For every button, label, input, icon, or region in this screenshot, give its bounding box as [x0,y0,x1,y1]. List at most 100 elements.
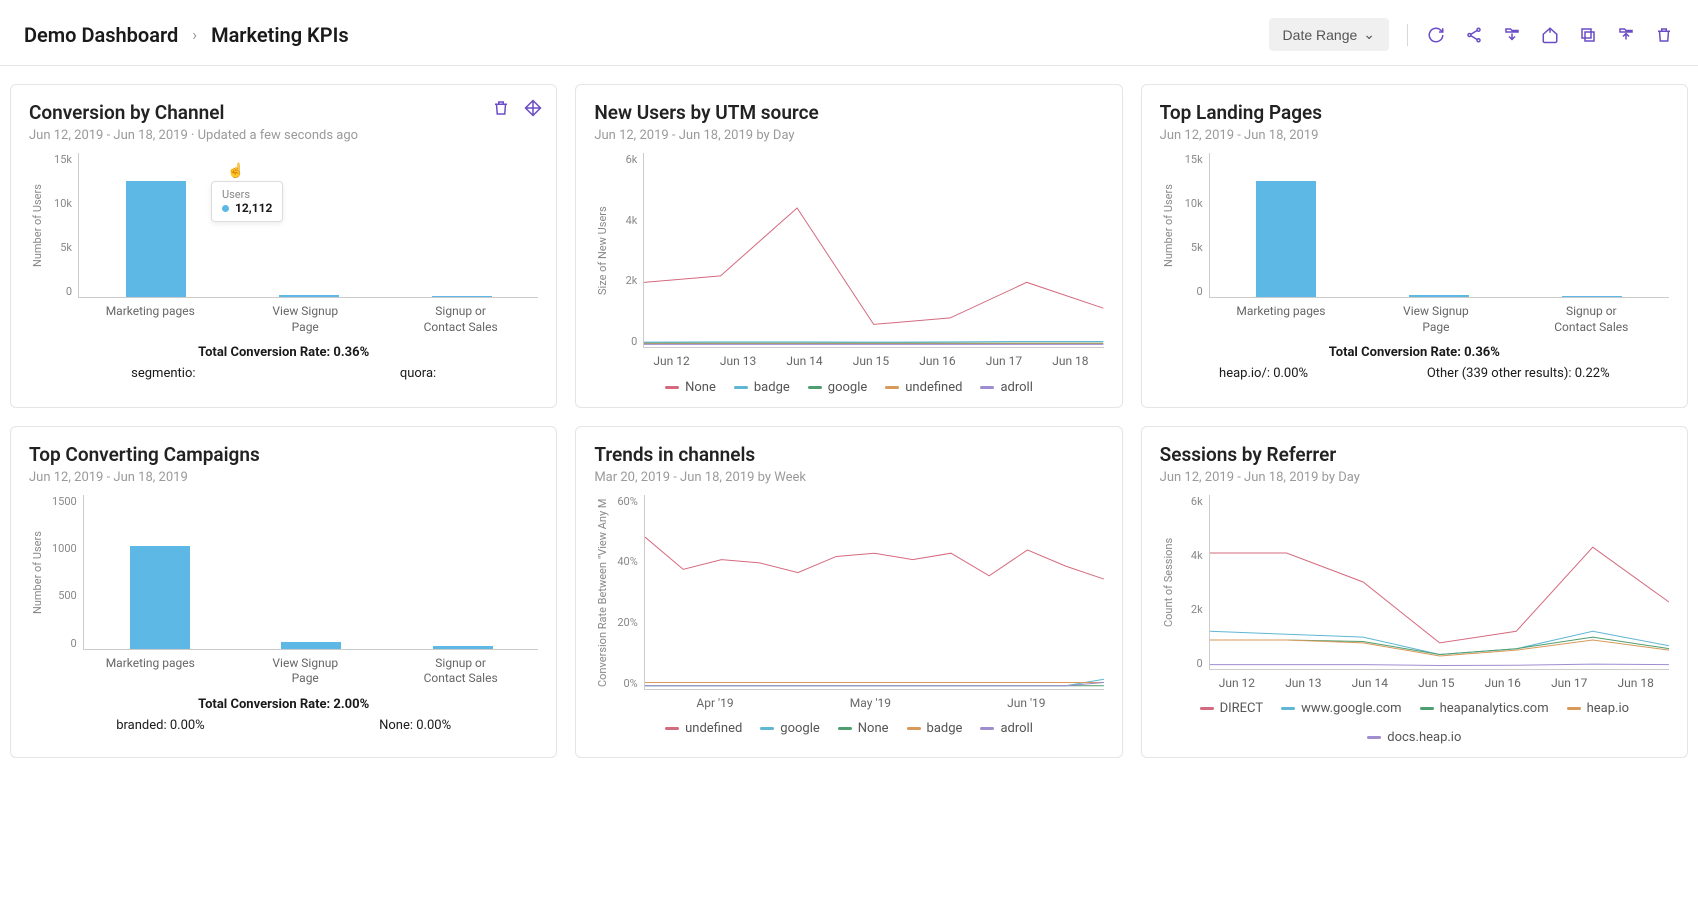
card-move-icon[interactable] [524,99,542,117]
legend-item[interactable]: google [760,721,819,736]
date-range-label: Date Range [1283,27,1358,43]
legend-item[interactable]: heap.io [1567,701,1629,716]
legend-label: heapanalytics.com [1440,701,1549,716]
legend-item[interactable]: adroll [980,721,1032,736]
y-ticks: 150010005000 [46,495,83,650]
legend-label: None [858,721,889,736]
legend-item[interactable]: google [808,380,867,395]
bar-plot [83,495,539,650]
footer-left: branded: 0.00% [116,718,205,733]
home-icon[interactable] [1540,25,1560,45]
breadcrumb-root[interactable]: Demo Dashboard [24,23,178,47]
tooltip-label: Users [222,188,272,201]
tooltip-value: 12,112 [235,201,272,215]
legend-item[interactable]: heapanalytics.com [1420,701,1549,716]
legend-swatch-icon [838,727,852,730]
legend-item[interactable]: docs.heap.io [1367,730,1461,745]
card-title: Sessions by Referrer [1160,443,1669,466]
footer-right: Other (339 other results): 0.22% [1427,366,1610,381]
card-conversion: Conversion by Channel Jun 12, 2019 - Jun… [10,84,557,408]
copy-icon[interactable] [1578,25,1598,45]
y-axis-label: Conversion Rate Between "View Any M [594,495,611,690]
card-subtitle: Jun 12, 2019 - Jun 18, 2019 by Day [594,128,1103,143]
y-ticks: 60%40%20%0% [611,495,643,690]
legend-label: badge [927,721,963,736]
legend-item[interactable]: undefined [665,721,742,736]
footer-right: None: 0.00% [379,718,451,733]
card-landing: Top Landing Pages Jun 12, 2019 - Jun 18,… [1141,84,1688,408]
bar[interactable] [281,642,341,648]
legend-item[interactable]: badge [907,721,963,736]
x-labels: Marketing pagesView Signup PageSignup or… [73,304,538,335]
bar[interactable] [432,296,492,297]
refresh-icon[interactable] [1426,25,1446,45]
legend-item[interactable]: www.google.com [1281,701,1401,716]
export-icon[interactable] [1616,25,1636,45]
legend-swatch-icon [980,727,994,730]
legend-label: docs.heap.io [1387,730,1461,745]
card-subtitle: Mar 20, 2019 - Jun 18, 2019 by Week [594,470,1103,485]
legend-swatch-icon [1567,707,1581,710]
legend-label: badge [754,380,790,395]
card-title: Conversion by Channel [29,101,538,124]
legend-swatch-icon [665,727,679,730]
date-range-button[interactable]: Date Range ⌄ [1269,18,1389,51]
legend-item[interactable]: None [665,380,716,395]
import-icon[interactable] [1502,25,1522,45]
y-axis-label: Number of Users [1160,153,1177,298]
y-ticks: 6k4k2k0 [1177,495,1209,670]
card-title: Top Landing Pages [1160,101,1669,124]
footer-right: quora: [400,366,436,381]
legend: DIRECT www.google.com heapanalytics.com hea… [1160,701,1669,745]
x-labels: Marketing pagesView Signup PageSignup or… [1204,304,1669,335]
y-axis-label: Number of Users [29,495,46,650]
card-subtitle: Jun 12, 2019 - Jun 18, 2019 by Day [1160,470,1669,485]
bar[interactable] [1256,181,1316,297]
bar[interactable] [279,295,339,297]
legend-label: None [685,380,716,395]
footer-main: Total Conversion Rate: 0.36% [1160,345,1669,360]
x-labels: Apr '19May '19Jun '19 [638,696,1103,712]
legend-swatch-icon [734,386,748,389]
legend-swatch-icon [885,386,899,389]
bar[interactable] [130,546,190,649]
legend-item[interactable]: badge [734,380,790,395]
legend-item[interactable]: adroll [980,380,1032,395]
tooltip-dot-icon [222,205,229,212]
footer-main: Total Conversion Rate: 2.00% [29,697,538,712]
y-axis-label: Number of Users [29,153,46,298]
bar[interactable] [1562,296,1622,297]
legend-label: www.google.com [1301,701,1401,716]
bar[interactable] [126,181,186,297]
bar[interactable] [1409,295,1469,297]
card-title: New Users by UTM source [594,101,1103,124]
footer-left: heap.io/: 0.00% [1219,366,1308,381]
x-labels: Jun 12Jun 13Jun 14Jun 15Jun 16Jun 17Jun … [1204,676,1669,692]
trash-icon[interactable] [1654,25,1674,45]
share-icon[interactable] [1464,25,1484,45]
y-ticks: 15k10k5k0 [1177,153,1209,298]
y-axis-label: Size of New Users [594,153,611,348]
header-actions: Date Range ⌄ [1269,18,1674,51]
chevron-down-icon: ⌄ [1363,26,1375,43]
footer-main: Total Conversion Rate: 0.36% [29,345,538,360]
y-ticks: 15k10k5k0 [46,153,78,298]
legend-swatch-icon [1200,707,1214,710]
card-newusers: New Users by UTM source Jun 12, 2019 - J… [575,84,1122,408]
legend-label: undefined [905,380,962,395]
legend-item[interactable]: DIRECT [1200,701,1264,716]
card-trash-icon[interactable] [492,99,510,117]
y-axis-label: Count of Sessions [1160,495,1177,670]
legend: undefined google None badge adroll [594,721,1103,736]
legend-swatch-icon [760,727,774,730]
legend-item[interactable]: undefined [885,380,962,395]
card-title: Trends in channels [594,443,1103,466]
legend-swatch-icon [1281,707,1295,710]
legend-swatch-icon [907,727,921,730]
bar[interactable] [433,646,493,649]
legend-swatch-icon [980,386,994,389]
bar-plot: ☝ Users 12,112 [78,153,538,298]
legend-label: adroll [1000,380,1032,395]
legend-item[interactable]: None [838,721,889,736]
breadcrumb-current: Marketing KPIs [211,23,349,47]
